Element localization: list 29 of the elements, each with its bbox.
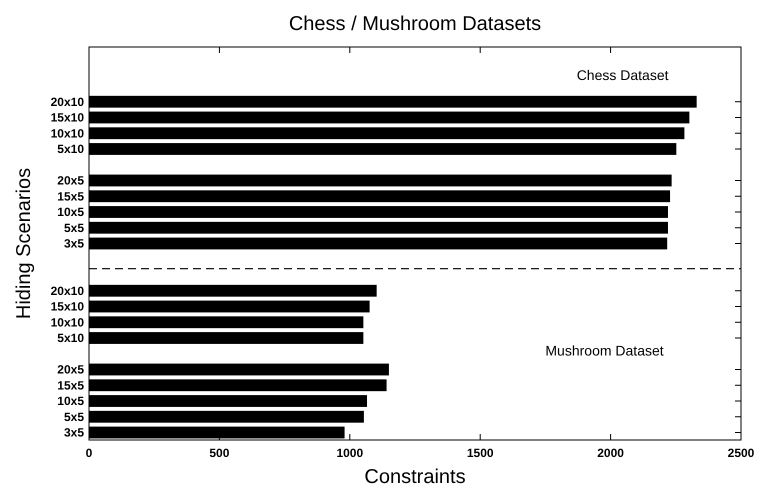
y-tick-label: 20x10	[50, 94, 84, 109]
y-tick-label: 15x5	[57, 378, 84, 392]
y-tick-label: 20x10	[50, 284, 84, 298]
y-tick-label: 20x5	[57, 362, 84, 377]
y-tick-label: 10x10	[50, 315, 84, 330]
x-axis-title: Constraints	[364, 466, 466, 488]
x-tick-label: 500	[209, 446, 230, 460]
y-tick-label: 3x5	[64, 426, 84, 440]
y-axis-title: Hiding Scenarios	[13, 168, 35, 320]
y-tick-label: 5x10	[57, 331, 84, 346]
x-tick-label: 2500	[728, 446, 755, 460]
annotation: Mushroom Dataset	[545, 342, 664, 359]
y-tick-label: 3x5	[64, 236, 84, 251]
y-tick-label: 10x5	[57, 394, 84, 408]
y-tick-label: 20x5	[57, 174, 84, 188]
y-tick-label: 10x5	[57, 205, 84, 220]
annotation: Chess Dataset	[576, 66, 669, 83]
y-tick-label: 5x5	[64, 220, 84, 235]
chart-title: Chess / Mushroom Datasets	[288, 13, 542, 35]
y-tick-label: 10x10	[50, 126, 84, 140]
x-tick-label: 0	[86, 446, 93, 460]
x-tick-label: 1000	[336, 446, 364, 460]
y-tick-label: 15x10	[50, 300, 84, 314]
y-tick-label: 15x5	[57, 189, 84, 204]
y-tick-label: 15x10	[50, 110, 84, 125]
x-tick-label: 2000	[597, 446, 624, 460]
x-tick-label: 1500	[466, 446, 494, 460]
y-tick-label: 5x10	[57, 142, 84, 156]
y-tick-label: 5x5	[64, 410, 84, 424]
